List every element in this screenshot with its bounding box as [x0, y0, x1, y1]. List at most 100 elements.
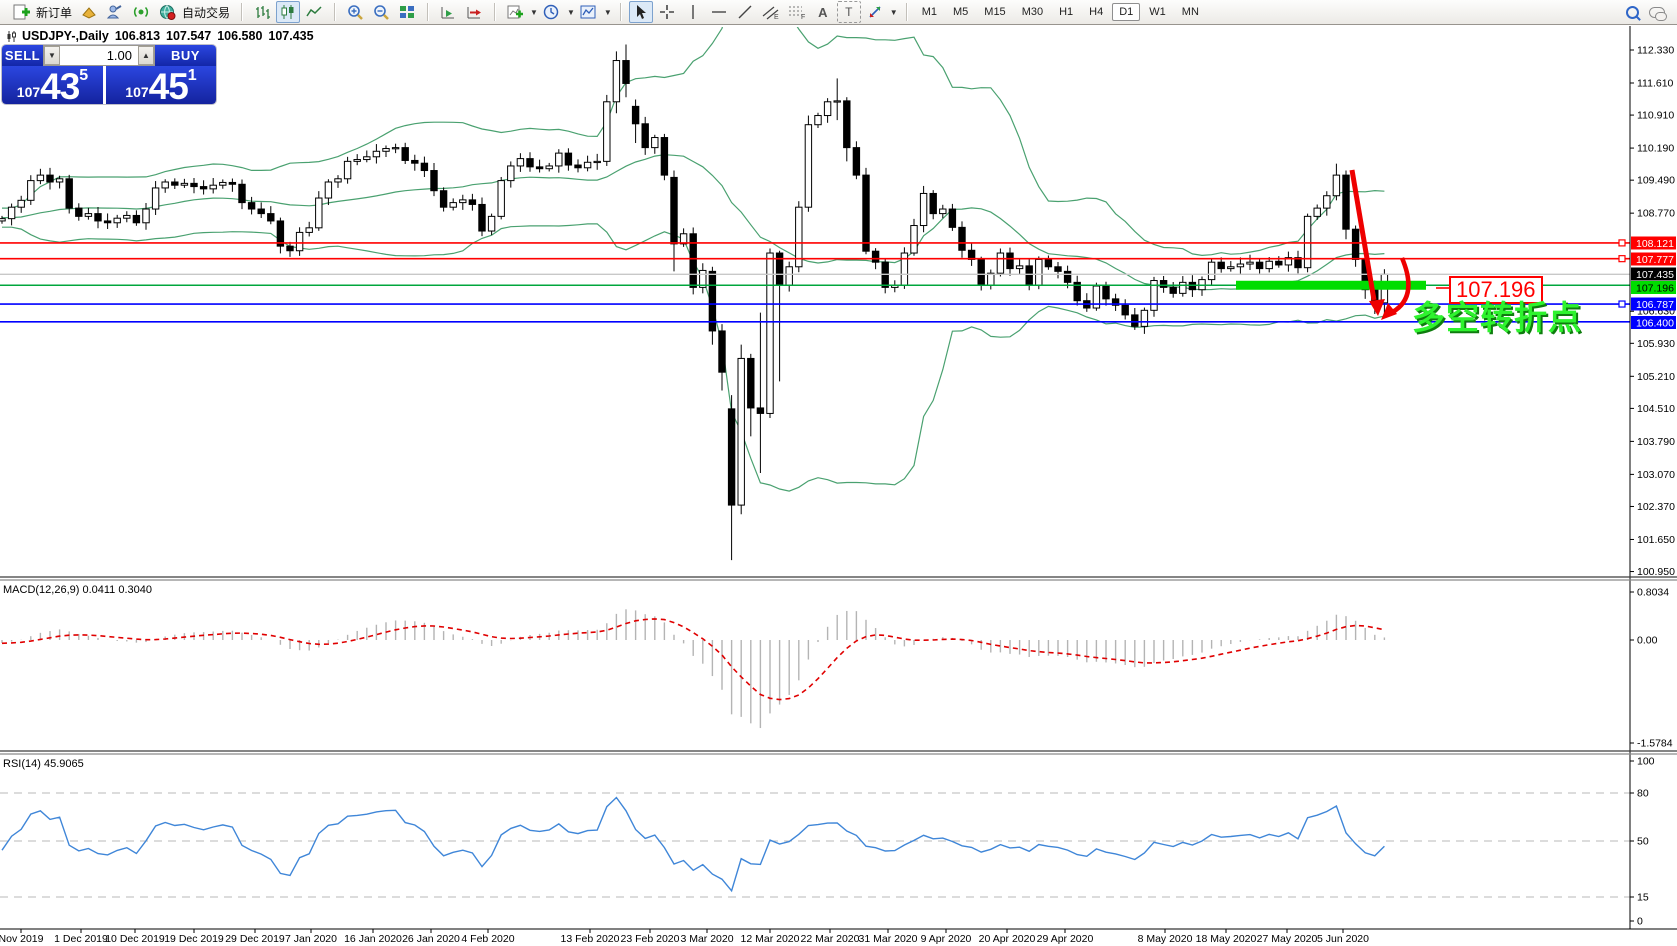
auto-scroll-icon[interactable]	[462, 1, 486, 23]
main-pane[interactable]	[0, 0, 1630, 561]
tf-d1[interactable]: D1	[1112, 3, 1141, 21]
new-order-icon[interactable]	[9, 1, 33, 23]
tf-m5[interactable]: M5	[953, 6, 969, 18]
date-label[interactable]: 13 Feb 2020	[561, 933, 620, 945]
candle-body	[1217, 261, 1225, 270]
date-label[interactable]: Nov 2019	[0, 933, 44, 945]
signal-icon[interactable]	[129, 1, 153, 23]
rebound-arrow-head	[1381, 303, 1397, 320]
date-label[interactable]: 5 Jun 2020	[1317, 933, 1369, 945]
line-drag-handle[interactable]	[1618, 255, 1626, 263]
search-icon[interactable]	[1626, 5, 1639, 19]
date-label[interactable]: 1 Dec 2019	[54, 933, 108, 945]
new-order-label[interactable]: 新订单	[36, 5, 73, 20]
candlestick-chart-icon[interactable]	[276, 1, 301, 23]
date-label[interactable]: 18 May 2020	[1196, 933, 1257, 945]
date-label[interactable]: 10 Dec 2019	[105, 933, 165, 945]
date-label[interactable]: 9 Apr 2020	[921, 933, 972, 945]
date-label[interactable]: 20 Apr 2020	[979, 933, 1036, 945]
volume-decrease-button[interactable]: ▼	[44, 46, 60, 65]
text-label-tool-icon[interactable]: T	[836, 1, 861, 23]
tf-m1[interactable]: M1	[921, 6, 937, 18]
horizontal-line-icon[interactable]	[707, 1, 731, 23]
tf-m30[interactable]: M30	[1021, 6, 1044, 18]
price-tick-label: 110.190	[1637, 143, 1674, 155]
tf-m15[interactable]: M15	[984, 6, 1006, 18]
zoom-out-icon[interactable]	[369, 1, 393, 23]
buy-button[interactable]: BUY	[155, 45, 216, 66]
tile-windows-icon[interactable]	[395, 1, 419, 23]
date-label[interactable]: 16 Jan 2020	[344, 933, 402, 945]
template-icon[interactable]	[577, 1, 601, 23]
date-label[interactable]: 7 Jan 2020	[285, 933, 337, 945]
volume-input[interactable]: 1.00	[60, 46, 138, 65]
support-price-callout[interactable]: 107.196	[1449, 276, 1543, 304]
volume-increase-button[interactable]: ▲	[138, 46, 154, 65]
period-icon[interactable]	[540, 1, 564, 23]
arrows-tool-caret[interactable]: ▼	[889, 7, 898, 17]
rsi-tick-label: 0	[1637, 916, 1643, 928]
rsi-pane[interactable]	[0, 792, 1630, 898]
bar-chart-icon[interactable]	[250, 1, 274, 23]
date-label[interactable]: 29 Dec 2019	[225, 933, 285, 945]
line-drag-handle[interactable]	[1618, 300, 1626, 308]
date-label[interactable]: 23 Feb 2020	[621, 933, 680, 945]
candle-body	[900, 252, 909, 286]
drawing-tools-group: E F A T ▼	[624, 1, 903, 23]
candle-body	[1102, 285, 1110, 300]
date-label[interactable]: 3 Mar 2020	[680, 933, 733, 945]
date-label[interactable]: 31 Mar 2020	[859, 933, 918, 945]
rebound-arrow[interactable]	[1389, 257, 1411, 315]
period-caret[interactable]: ▼	[566, 7, 575, 17]
zoom-in-icon[interactable]	[343, 1, 367, 23]
line-drag-handle[interactable]	[1618, 239, 1626, 247]
sell-button[interactable]: SELL	[2, 45, 43, 66]
arrows-tool-icon[interactable]	[863, 1, 887, 23]
community-chat-icon[interactable]	[1649, 6, 1667, 21]
tf-h4[interactable]: H4	[1089, 6, 1104, 18]
tf-h1[interactable]: H1	[1059, 6, 1074, 18]
turning-point-annotation[interactable]: 多空转折点	[1412, 299, 1582, 336]
market-watch-icon[interactable]	[77, 1, 101, 23]
buy-price-panel[interactable]: 107 45 1	[106, 66, 216, 104]
crosshair-icon[interactable]	[655, 1, 679, 23]
fibonacci-icon[interactable]: F	[785, 1, 809, 23]
autotrading-icon[interactable]	[155, 1, 179, 23]
down-arrow[interactable]	[1349, 169, 1377, 301]
candle-body	[459, 199, 467, 204]
date-label[interactable]: 29 Apr 2020	[1037, 933, 1094, 945]
candle-body	[276, 220, 285, 247]
candle-body	[929, 192, 937, 215]
candle-body	[199, 186, 208, 190]
template-caret[interactable]: ▼	[603, 7, 612, 17]
candle-body	[46, 174, 54, 183]
line-chart-icon[interactable]	[302, 1, 326, 23]
new-chart-icon[interactable]	[503, 1, 527, 23]
date-label[interactable]: 19 Dec 2019	[164, 933, 224, 945]
sell-price-panel[interactable]: 107 43 5	[2, 66, 103, 104]
text-tool-icon[interactable]: A	[818, 4, 828, 20]
autotrading-label[interactable]: 自动交易	[182, 5, 231, 20]
price-tick-label: 105.930	[1637, 338, 1675, 350]
date-label[interactable]: 4 Feb 2020	[461, 933, 514, 945]
vertical-line-icon[interactable]	[681, 1, 705, 23]
date-label[interactable]: 12 Mar 2020	[741, 933, 800, 945]
equidistant-channel-icon[interactable]: E	[759, 1, 783, 23]
strategy-tester-icon[interactable]	[103, 1, 127, 23]
macd-pane[interactable]	[1, 609, 1386, 729]
date-label[interactable]: 27 May 2020	[1257, 933, 1318, 945]
candle-body	[718, 330, 726, 373]
candle-body	[209, 184, 217, 190]
date-label[interactable]: 26 Jan 2020	[402, 933, 460, 945]
tf-w1[interactable]: W1	[1149, 6, 1166, 18]
new-chart-caret[interactable]: ▼	[530, 7, 538, 17]
candle-body	[1207, 261, 1216, 281]
date-label[interactable]: 22 Mar 2020	[801, 933, 860, 945]
price-tick-label: 108.770	[1637, 208, 1675, 220]
chart-shift-icon[interactable]	[436, 1, 460, 23]
tf-mn[interactable]: MN	[1181, 6, 1199, 18]
cursor-icon[interactable]	[628, 1, 653, 23]
date-label[interactable]: 8 May 2020	[1138, 933, 1193, 945]
trendline-icon[interactable]	[733, 1, 757, 23]
